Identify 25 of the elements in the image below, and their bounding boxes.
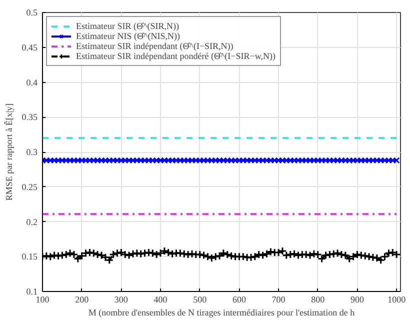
legend-label: Estimateur SIR (Θ̂^(SIR,N)) [76,21,179,31]
y-tick-label: 0.25 [22,182,38,192]
x-tick-label: 600 [232,294,246,304]
x-tick-label: 300 [114,294,128,304]
legend-label: Estimateur SIR indépendant pondéré (Θ̂^(I−SIR−w,N)) [76,51,276,61]
y-tick-label: 0.35 [22,112,38,122]
x-tick-label: 900 [350,294,364,304]
y-tick-label: 0.5 [26,8,38,18]
x-axis-title: M (nombre d'ensembles de N tirages intermédiaires pour l'estimation de h [88,308,356,318]
legend-label: Estimateur NIS (Θ̂^(NIS,N)) [76,31,180,41]
x-tick-label: 500 [193,294,208,304]
y-tick-label: 0.2 [26,216,38,227]
x-tick-label: 100 [36,294,50,304]
x-tick-label: 1000 [388,294,406,304]
x-tick-label: 700 [272,294,286,304]
x-tick-label: 400 [154,294,168,304]
y-tick-label: 0.15 [22,252,38,262]
y-axis-title: RMSE par rapport à Ê[x|y] [4,103,14,201]
y-tick-label: 0.4 [26,77,38,88]
y-tick-label: 0.45 [22,42,38,52]
y-tick-label: 0.3 [26,147,38,157]
legend-label: Estimateur SIR indépendant (Θ̂^(I−SIR,N)) [76,41,234,51]
x-tick-label: 200 [75,294,90,304]
x-tick-label: 800 [311,294,326,304]
y-tick-label: 0.1 [26,286,38,296]
